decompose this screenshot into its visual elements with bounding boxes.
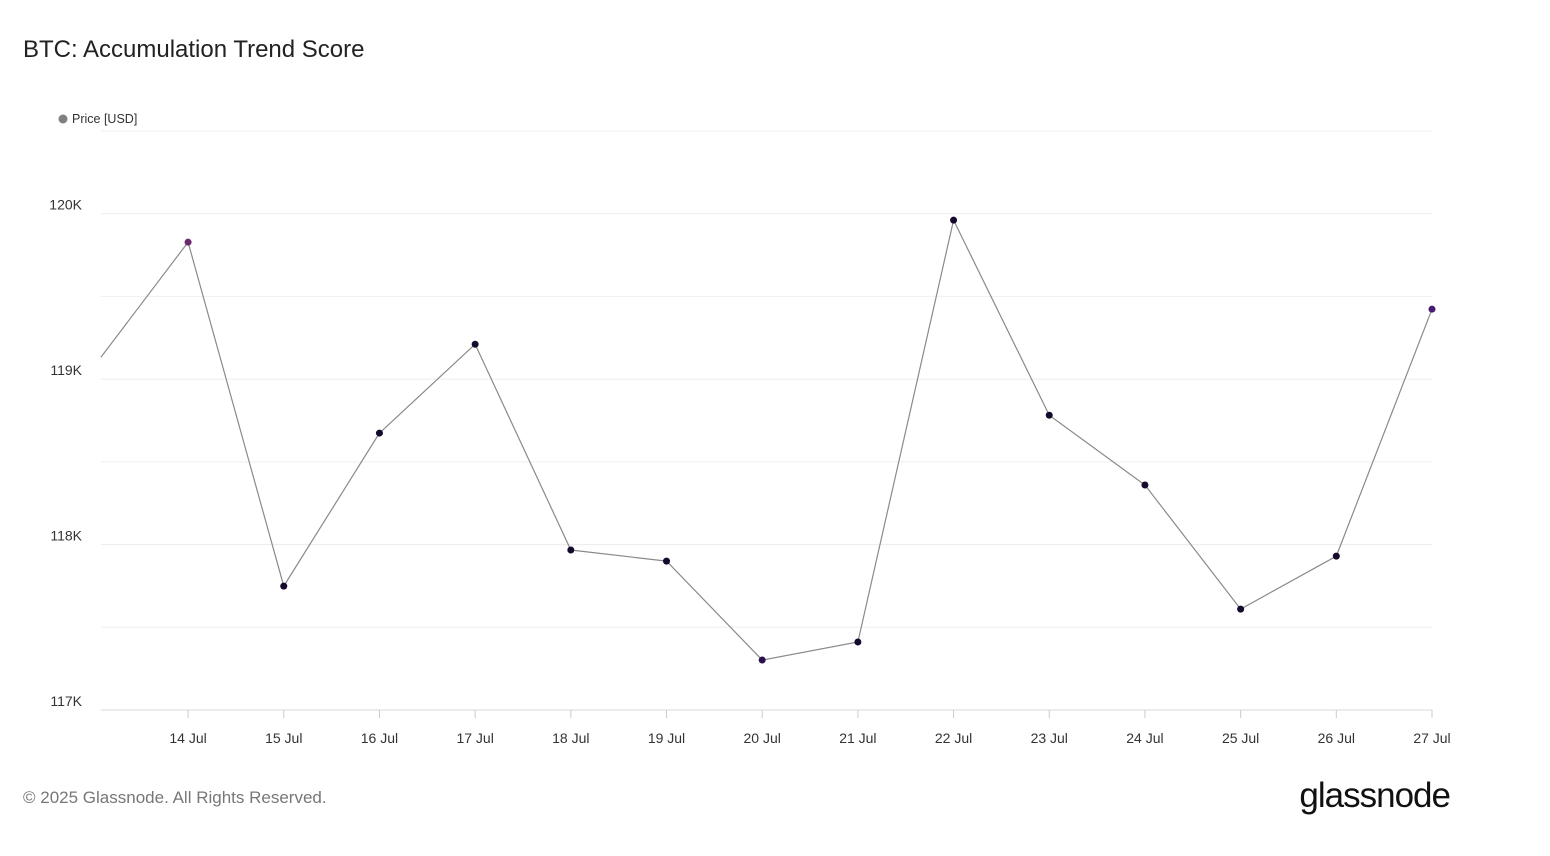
- x-tick-label: 21 Jul: [839, 730, 876, 746]
- x-tick-label: 22 Jul: [935, 730, 972, 746]
- price-point: [854, 638, 862, 646]
- chart-title: BTC: Accumulation Trend Score: [23, 36, 364, 63]
- logo: glassnode: [1299, 776, 1450, 815]
- x-tick-label: 19 Jul: [648, 730, 685, 746]
- price-point: [663, 557, 671, 565]
- x-tick-label: 17 Jul: [456, 730, 493, 746]
- price-line: [100, 218, 1433, 661]
- x-tick-label: 24 Jul: [1126, 730, 1163, 746]
- y-tick-label: 120K: [49, 197, 82, 213]
- legend-label: Price [USD]: [72, 112, 137, 126]
- copyright: © 2025 Glassnode. All Rights Reserved.: [23, 788, 327, 807]
- x-tick-label: 16 Jul: [361, 730, 398, 746]
- price-point: [184, 238, 192, 246]
- price-point: [567, 546, 575, 554]
- y-tick-label: 118K: [50, 528, 82, 544]
- legend-swatch: [58, 114, 68, 124]
- x-tick-label: 18 Jul: [552, 730, 589, 746]
- y-tick-label: 119K: [50, 362, 82, 378]
- x-tick-label: 25 Jul: [1222, 730, 1259, 746]
- x-tick-label: 23 Jul: [1031, 730, 1068, 746]
- x-tick-label: 15 Jul: [265, 730, 302, 746]
- price-point: [471, 340, 479, 348]
- price-point: [1045, 411, 1053, 419]
- price-point: [950, 216, 958, 224]
- x-tick-label: 14 Jul: [169, 730, 206, 746]
- price-point: [1141, 481, 1149, 489]
- price-point: [375, 429, 383, 437]
- x-tick-label: 27 Jul: [1413, 730, 1450, 746]
- price-point: [1237, 605, 1245, 613]
- price-point: [758, 656, 766, 664]
- price-point: [1428, 305, 1436, 313]
- x-tick-label: 20 Jul: [744, 730, 781, 746]
- price-point: [1332, 552, 1340, 560]
- price-point: [280, 582, 288, 590]
- y-tick-label: 117K: [50, 693, 82, 709]
- x-tick-label: 26 Jul: [1318, 730, 1355, 746]
